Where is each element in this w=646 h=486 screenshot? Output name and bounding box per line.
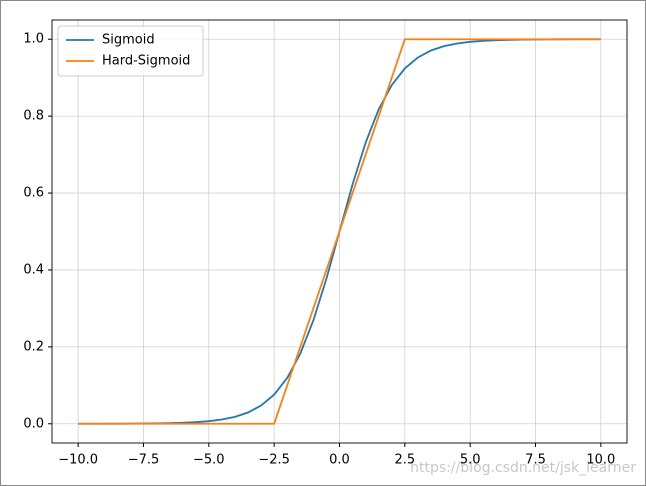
legend-label: Sigmoid (102, 33, 155, 48)
y-tick-label: 0.2 (23, 339, 44, 354)
y-tick-label: 1.0 (23, 32, 44, 47)
legend-box (57, 25, 204, 77)
x-tick-label: −7.5 (128, 453, 160, 468)
watermark: https://blog.csdn.net/jsk_learner (410, 460, 636, 476)
y-tick-label: 0.8 (23, 109, 44, 124)
y-tick-label: 0.4 (23, 262, 44, 277)
x-tick-label: 2.5 (394, 453, 415, 468)
series-line (78, 38, 601, 425)
x-tick-label: −5.0 (193, 453, 225, 468)
x-tick-label: 0.0 (329, 453, 350, 468)
x-tick-label: 7.5 (525, 453, 546, 468)
legend-label: Hard-Sigmoid (102, 54, 190, 69)
x-tick-label: −10.0 (58, 453, 98, 468)
y-tick-label: 0.6 (23, 186, 44, 201)
x-tick-label: 10.0 (586, 453, 615, 468)
y-tick-label: 0.0 (23, 416, 44, 431)
x-tick-label: 5.0 (460, 453, 481, 468)
x-tick-label: −2.5 (258, 453, 290, 468)
